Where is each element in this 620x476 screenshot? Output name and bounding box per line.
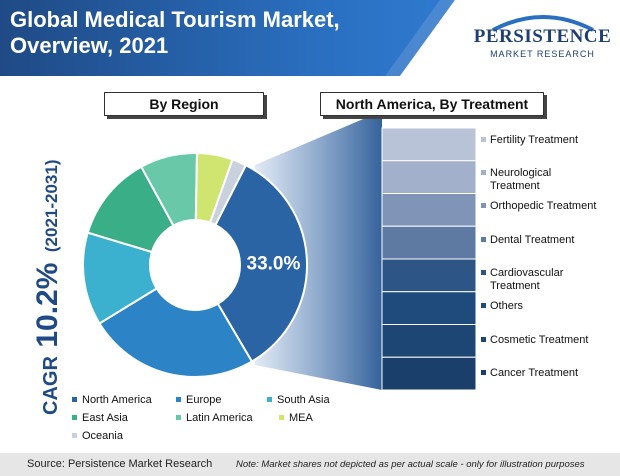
treatment-label: Orthopedic Treatment — [481, 200, 596, 213]
treatment-text: Cardiovascular — [490, 267, 564, 279]
treatment-label: Others — [481, 300, 523, 313]
legend-label: South Asia — [277, 394, 330, 406]
treatment-label: Cosmetic Treatment — [481, 334, 588, 347]
legend-swatch — [72, 432, 77, 438]
legend-swatch — [279, 414, 284, 420]
treatment-marker — [481, 202, 486, 208]
donut-chart: 33.0% — [82, 152, 308, 378]
title-line-2: Overview, 2021 — [10, 33, 169, 58]
treatment-text: Fertility Treatment — [490, 134, 579, 146]
treatment-label: Neurological Treatment — [481, 167, 551, 193]
legend-swatch — [176, 396, 181, 402]
legend-item: Europe — [176, 394, 221, 406]
treatment-stack — [381, 127, 477, 391]
legend-swatch — [176, 414, 181, 420]
treatment-label: Cancer Treatment — [481, 367, 578, 380]
treatment-marker — [481, 136, 486, 142]
treatment-segment-others — [381, 291, 477, 325]
logo: PERSISTENCE MARKET RESEARCH — [470, 8, 615, 68]
legend-swatch — [72, 396, 77, 402]
treatment-marker — [481, 302, 486, 308]
legend-item: Oceania — [72, 430, 123, 442]
legend-swatch — [72, 414, 77, 420]
treatment-marker — [481, 336, 486, 342]
note-text: Note: Market shares not depicted as per … — [236, 459, 585, 470]
footer: Source: Persistence Market Research Note… — [0, 453, 620, 476]
treatment-label: Cardiovascular Treatment — [481, 267, 563, 293]
legend-label: North America — [82, 394, 152, 406]
treatment-segment-fertility-treatment — [381, 127, 477, 162]
legend-label: Europe — [186, 394, 222, 406]
treatment-segment-dental-treatment — [381, 225, 477, 260]
legend-item: East Asia — [72, 412, 128, 424]
logo-main-text: PERSISTENCE — [473, 26, 612, 47]
cagr-prefix: CAGR — [40, 356, 62, 415]
legend-label: East Asia — [82, 412, 128, 424]
treatment-text: Cosmetic Treatment — [490, 334, 589, 346]
treatment-text: Neurological — [490, 167, 552, 179]
treatment-text: Dental Treatment — [490, 234, 575, 246]
title-line-1: Global Medical Tourism Market, — [10, 7, 340, 32]
donut-slice-value-label: 33.0% — [247, 254, 301, 275]
treatment-segment-cardiovascular-treatment — [381, 258, 477, 293]
legend-label: Oceania — [82, 430, 123, 442]
treatment-text: Cancer Treatment — [490, 367, 579, 379]
cagr-value: 10.2% — [31, 263, 64, 348]
treatment-marker — [481, 269, 486, 275]
treatment-segment-orthopedic-treatment — [381, 193, 477, 227]
legend-label: MEA — [289, 412, 313, 424]
treatment-segment-cancer-treatment — [381, 356, 477, 391]
treatment-panel-title: North America, By Treatment — [320, 92, 544, 116]
treatment-text: Orthopedic Treatment — [490, 200, 597, 212]
source-text: Source: Persistence Market Research — [27, 458, 213, 470]
region-panel-title: By Region — [104, 92, 264, 116]
treatment-text-2: Treatment — [490, 180, 540, 192]
cagr-callout: CAGR 10.2% (2021-2031) — [24, 87, 66, 417]
donut-hole — [150, 220, 240, 310]
treatment-label: Fertility Treatment — [481, 134, 578, 147]
legend-item: North America — [72, 394, 152, 406]
legend-item: Latin America — [176, 412, 253, 424]
legend-label: Latin America — [186, 412, 253, 424]
treatment-text-2: Treatment — [490, 280, 540, 292]
legend: North America Europe South Asia East Asi… — [72, 390, 372, 450]
treatment-segment-cosmetic-treatment — [381, 324, 477, 358]
treatment-marker — [481, 236, 486, 242]
page-title: Global Medical Tourism Market, Overview,… — [10, 7, 410, 59]
treatment-label: Dental Treatment — [481, 234, 574, 247]
logo-arc-icon — [492, 15, 594, 32]
legend-item: MEA — [279, 412, 313, 424]
legend-swatch — [267, 396, 272, 402]
treatment-text: Others — [490, 300, 524, 312]
cagr-period: (2021-2031) — [42, 160, 61, 253]
header-banner: Global Medical Tourism Market, Overview,… — [0, 0, 620, 76]
legend-item: South Asia — [267, 394, 330, 406]
treatment-marker — [481, 169, 486, 175]
treatment-segment-neurological-treatment — [381, 160, 477, 194]
treatment-marker — [481, 369, 486, 375]
logo-sub-text: MARKET RESEARCH — [490, 49, 595, 59]
svg-text:CAGR 10.2%: CAGR 10.2% (2021-2031) — [31, 160, 64, 416]
